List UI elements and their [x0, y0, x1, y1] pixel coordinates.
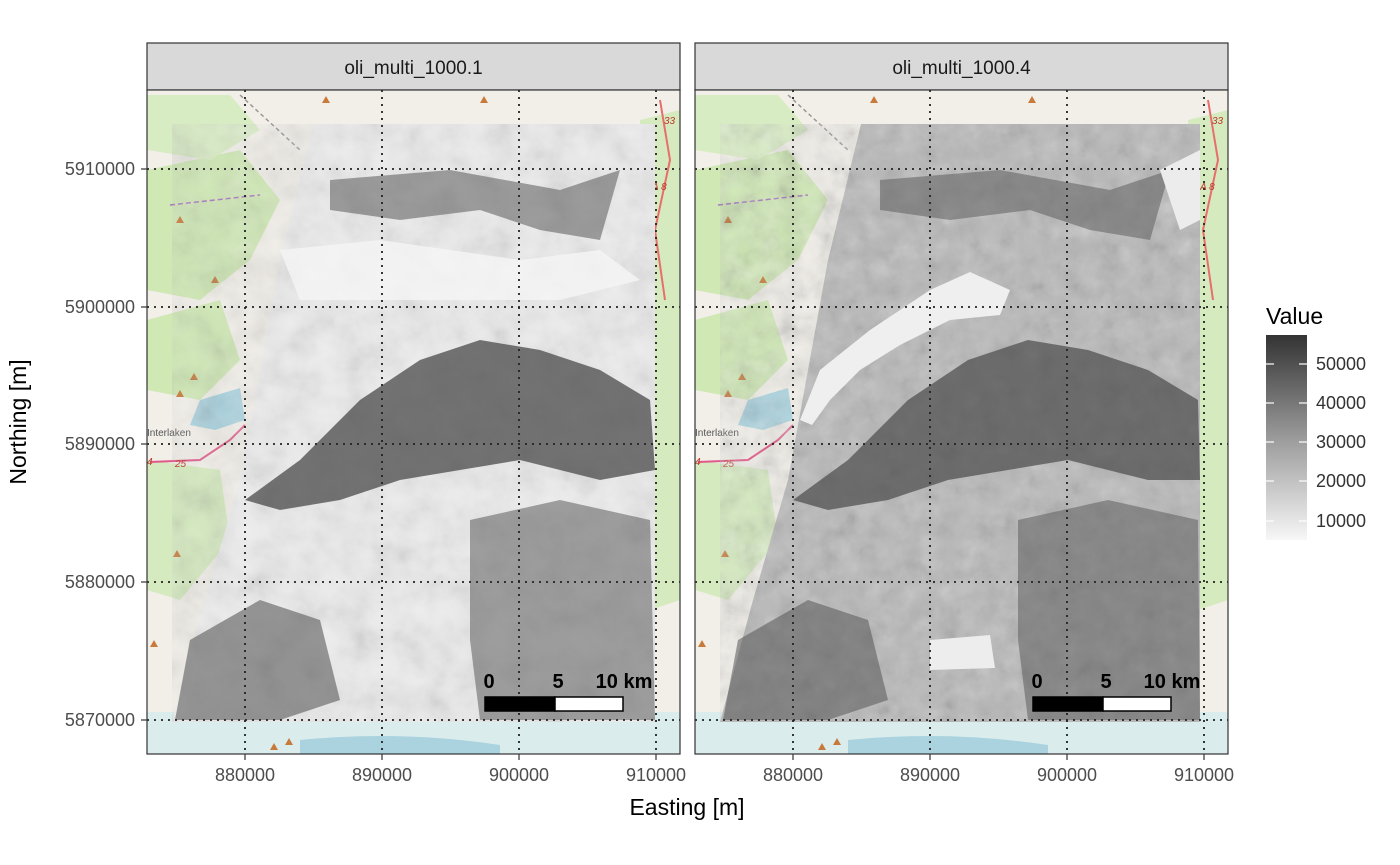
- panel-1-scale-label-5: 5: [552, 671, 563, 693]
- x-tick-label: 890000: [352, 765, 412, 785]
- panel-1-place-label: Interlaken: [147, 428, 191, 439]
- panel-2-scale-label-5: 5: [1100, 671, 1111, 693]
- panel-1-strip: [146, 42, 681, 91]
- x-tick-label: 880000: [215, 765, 275, 785]
- y-axis: 5910000 5900000 5890000 5880000 5870000 …: [5, 159, 147, 730]
- panel-2-road-label-a8: A 8: [1199, 182, 1215, 193]
- legend-title: Value: [1266, 303, 1323, 329]
- x-tick-label: 910000: [1174, 765, 1234, 785]
- panel-2-title: oli_multi_1000.4: [892, 58, 1031, 79]
- panel-1-border: [146, 89, 681, 755]
- panel-1-scalebar: 0 5 10 km: [483, 671, 653, 712]
- panel-1-road-label-33: 33: [664, 116, 676, 127]
- legend-label: 50000: [1316, 354, 1366, 374]
- x-tick-label: 900000: [1037, 765, 1097, 785]
- panel-1-graticule: [147, 90, 680, 754]
- panel-2-graticule: [695, 90, 1228, 754]
- panel-2: oli_multi_1000.4 Interlaken 33: [694, 42, 1229, 755]
- panel-1-title: oli_multi_1000.1: [344, 58, 482, 79]
- panel-1-road-label-4: 4: [147, 457, 153, 468]
- panel-1-scale-label-10km: 10 km: [596, 671, 653, 693]
- panel-1-road-label-25: 25: [174, 459, 187, 470]
- legend-label: 10000: [1316, 511, 1366, 531]
- panel-2-border: [694, 89, 1229, 755]
- x-tick-label: 890000: [900, 765, 960, 785]
- panel-2-raster: [720, 124, 1200, 722]
- legend-label: 40000: [1316, 393, 1366, 413]
- panel-2-scale-label-0: 0: [1031, 671, 1042, 693]
- x-tick-label: 900000: [489, 765, 549, 785]
- x-axis: 880000 890000 900000 910000 880000 89000…: [215, 754, 1234, 820]
- legend-label: 30000: [1316, 432, 1366, 452]
- panel-2-road-label-33: 33: [1212, 116, 1224, 127]
- panel-2-road-label-25: 25: [722, 459, 735, 470]
- panel-1: oli_multi_1000.1: [146, 42, 681, 755]
- y-axis-title: Northing [m]: [5, 359, 31, 484]
- panel-2-road-label-4: 4: [695, 457, 701, 468]
- panel-2-scale-label-10km: 10 km: [1144, 671, 1201, 693]
- y-tick-label: 5910000: [65, 159, 135, 179]
- y-tick-label: 5880000: [65, 572, 135, 592]
- x-axis-title: Easting [m]: [629, 794, 744, 820]
- panel-1-road-label-a8: A 8: [651, 182, 667, 193]
- y-tick-label: 5870000: [65, 710, 135, 730]
- x-tick-label: 910000: [626, 765, 686, 785]
- panel-2-place-label: Interlaken: [695, 428, 739, 439]
- legend-label: 20000: [1316, 471, 1366, 491]
- x-tick-label: 880000: [763, 765, 823, 785]
- panel-1-scale-label-0: 0: [483, 671, 494, 693]
- y-tick-label: 5890000: [65, 434, 135, 454]
- panel-2-strip: [694, 42, 1229, 91]
- panel-1-raster: [172, 124, 655, 722]
- legend-colorbar: [1266, 335, 1307, 540]
- legend: Value 50000 40000 30000 20000 10000: [1266, 303, 1366, 540]
- panel-2-scalebar: 0 5 10 km: [1031, 671, 1201, 712]
- y-tick-label: 5900000: [65, 297, 135, 317]
